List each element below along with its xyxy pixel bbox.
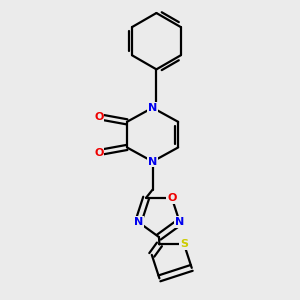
Text: O: O <box>94 112 104 122</box>
Text: N: N <box>134 217 143 227</box>
Text: S: S <box>180 239 188 249</box>
Text: O: O <box>94 148 104 158</box>
Text: N: N <box>148 103 157 113</box>
Text: N: N <box>175 217 184 227</box>
Text: N: N <box>148 157 157 166</box>
Text: O: O <box>167 193 176 203</box>
